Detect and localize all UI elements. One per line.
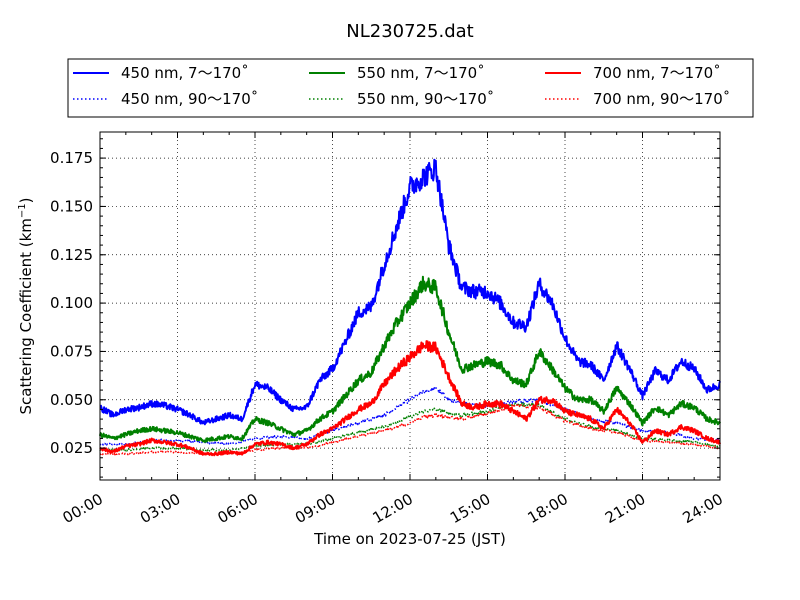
legend-label: 550 nm, 7～170˚ [357, 64, 485, 82]
series-line [99, 401, 721, 452]
series-layer [99, 158, 721, 457]
y-tick-label: 0.175 [50, 149, 93, 167]
y-tick-label: 0.100 [50, 294, 93, 312]
legend-label: 550 nm, 90～170˚ [357, 90, 494, 108]
y-tick-label: 0.025 [50, 439, 93, 457]
y-tick-label: 0.050 [50, 391, 93, 409]
series-line [99, 275, 721, 443]
series-line [99, 340, 721, 457]
y-axis-label-close: ) [17, 197, 35, 203]
legend-label: 450 nm, 90～170˚ [121, 90, 258, 108]
legend-entries: 450 nm, 7～170˚ 550 nm, 7～170˚ 700 nm, 7～17… [73, 64, 730, 108]
x-axis-label: Time on 2023-07-25 (JST) [313, 530, 506, 548]
legend-label: 700 nm, 7～170˚ [593, 64, 721, 82]
legend: 450 nm, 7～170˚ 550 nm, 7～170˚ 700 nm, 7～17… [67, 58, 754, 118]
grid [100, 132, 720, 480]
legend-label: 700 nm, 90～170˚ [593, 90, 730, 108]
y-axis-label-main: Scattering Coefficient (km [17, 218, 35, 414]
legend-label: 450 nm, 7～170˚ [121, 64, 249, 82]
chart-title: NL230725.dat [346, 21, 473, 42]
y-tick-label: 0.150 [50, 197, 93, 215]
y-axis-label: Scattering Coefficient (km−1) [17, 197, 35, 414]
y-tick-label: 0.075 [50, 342, 93, 360]
y-tick-label: 0.125 [50, 246, 93, 264]
y-axis-label-sup: −1 [17, 203, 28, 218]
series-line [99, 158, 721, 426]
legend-box [67, 58, 754, 118]
